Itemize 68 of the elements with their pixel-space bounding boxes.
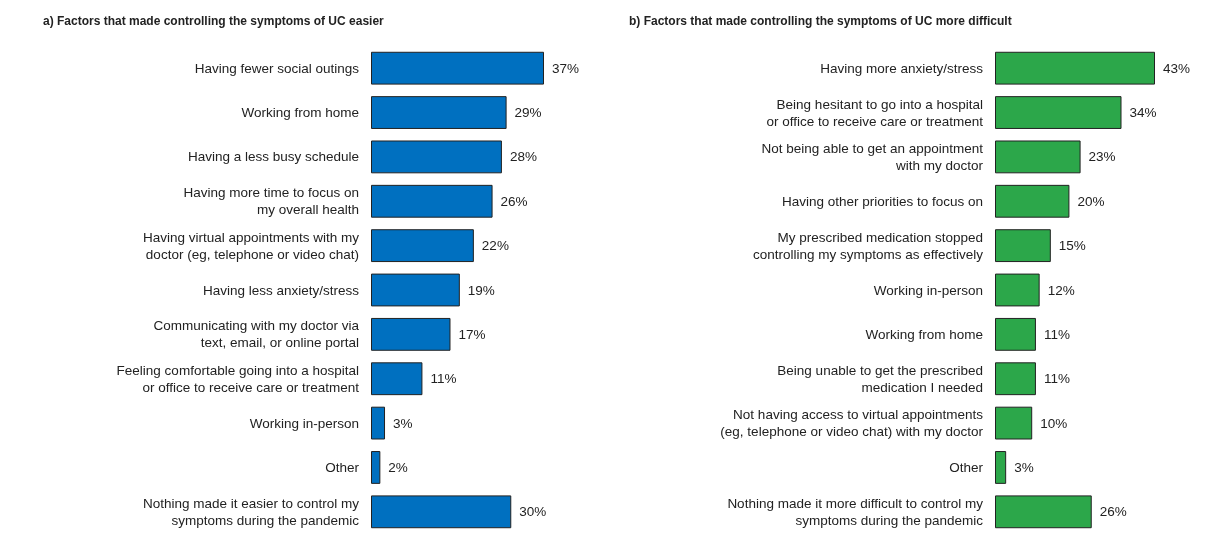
y-tick-label: Having virtual appointments with my doctor (eg, telephone or video chat) xyxy=(142,229,360,262)
data-label: 17% xyxy=(458,326,486,342)
data-label: 29% xyxy=(514,105,542,121)
bar xyxy=(995,495,1092,529)
bar xyxy=(995,451,1007,484)
y-tick-label: Working in-person xyxy=(873,282,983,298)
bar xyxy=(371,51,544,85)
text: b) Factors that made controlling the symptoms of UC more difficult xyxy=(629,14,1012,28)
bar xyxy=(995,51,1155,85)
y-tick-label: Being unable to get the prescribed medication I needed xyxy=(777,362,983,395)
data-label: 11% xyxy=(1043,326,1070,342)
bar xyxy=(371,406,386,440)
y-tick-label: Working from home xyxy=(241,105,359,121)
y-tick-label: Not being able to get an appointment with my doctor xyxy=(761,140,984,173)
bar xyxy=(371,273,460,307)
bar xyxy=(371,140,502,174)
bar xyxy=(995,96,1122,129)
bar xyxy=(371,96,507,129)
bar xyxy=(371,317,451,351)
data-label: 19% xyxy=(467,282,495,298)
bar xyxy=(995,362,1036,396)
data-label: 15% xyxy=(1058,238,1086,254)
bar xyxy=(995,406,1033,440)
y-tick-label: Feeling comfortable going into a hospital or office to receive care or treatment xyxy=(116,362,360,395)
data-label: 10% xyxy=(1040,415,1068,431)
bar xyxy=(995,229,1051,263)
data-label: 30% xyxy=(519,504,547,520)
y-tick-label: Having other priorities to focus on xyxy=(781,193,983,209)
y-tick-label: Other xyxy=(325,459,360,475)
y-tick-label: Working in-person xyxy=(249,415,359,431)
y-tick-label: Working from home xyxy=(865,326,983,342)
bar xyxy=(995,273,1040,307)
y-tick-label: My prescribed medication stopped controlling my symptoms as effectively xyxy=(752,229,984,262)
data-label: 34% xyxy=(1129,105,1157,121)
bar xyxy=(995,184,1070,218)
y-tick-label: Nothing made it more difficult to control my symptoms during the pandemic xyxy=(727,495,984,528)
data-label: 20% xyxy=(1077,193,1105,209)
data-label: 3% xyxy=(393,415,413,431)
data-label: 11% xyxy=(430,371,457,387)
data-label: 26% xyxy=(500,193,528,209)
bar xyxy=(371,229,474,263)
data-label: 37% xyxy=(552,60,580,76)
data-label: 26% xyxy=(1099,504,1127,520)
y-tick-label: Nothing made it easier to control my symptoms during the pandemic xyxy=(142,495,360,528)
bar xyxy=(995,140,1081,174)
data-label: 23% xyxy=(1088,149,1116,165)
y-tick-label: Communicating with my doctor via text, email, or online portal xyxy=(153,318,360,351)
y-tick-label: Having a less busy schedule xyxy=(187,149,359,165)
y-tick-label: Other xyxy=(949,459,984,475)
data-label: 11% xyxy=(1043,371,1070,387)
data-label: 28% xyxy=(509,149,537,165)
bar xyxy=(371,184,493,218)
bar xyxy=(371,495,512,529)
y-tick-label: Having more time to focus on my overall health xyxy=(183,185,359,218)
y-tick-label: Having less anxiety/stress xyxy=(202,282,360,298)
data-label: 43% xyxy=(1163,60,1191,76)
bar xyxy=(995,317,1036,351)
data-label: 2% xyxy=(388,459,408,475)
y-tick-label: Being hesitant to go into a hospital or office to receive care or treatment xyxy=(766,96,984,129)
text: a) Factors that made controlling the symptoms of UC easier xyxy=(43,14,385,28)
bar xyxy=(371,362,423,396)
data-label: 22% xyxy=(481,238,509,254)
data-label: 12% xyxy=(1047,282,1075,298)
bar xyxy=(371,451,381,484)
y-tick-label: Having more anxiety/stress xyxy=(820,60,984,76)
y-tick-label: Not having access to virtual appointments (eg, telephone or video chat) with my doctor xyxy=(720,407,984,440)
data-label: 3% xyxy=(1014,459,1034,475)
y-tick-label: Having fewer social outings xyxy=(194,60,360,76)
